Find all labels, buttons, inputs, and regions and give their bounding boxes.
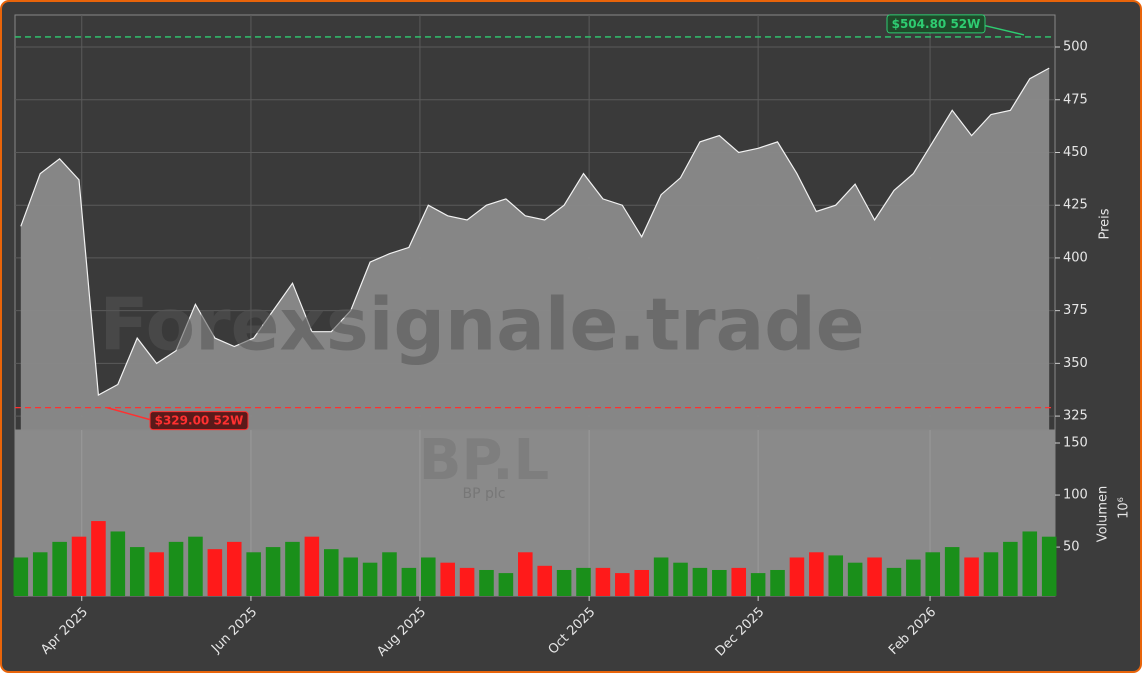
volume-bar	[110, 531, 126, 596]
volume-bar	[479, 569, 494, 596]
x-tick-label: Apr 2025	[38, 605, 91, 658]
x-tick-label: Jun 2025	[208, 605, 260, 657]
volume-bar	[71, 536, 87, 596]
y2-tick-label: 50	[1063, 540, 1080, 555]
volume-bar	[285, 541, 300, 596]
volume-bar	[343, 557, 358, 596]
y-tick-label: 475	[1063, 92, 1088, 107]
price-area	[20, 68, 1050, 430]
y-tick-label: 400	[1063, 250, 1088, 265]
volume-bar	[440, 562, 455, 596]
volume-bar	[52, 541, 67, 596]
volume-bar	[1022, 531, 1038, 596]
watermark: Forexsignale.trade	[99, 283, 864, 367]
volume-bar	[13, 557, 29, 596]
volume-bar	[789, 557, 805, 596]
y-tick-label: 500	[1063, 40, 1088, 55]
layer: 325 350 375 400 425 450 475 500 50 100 150 Apr 2025…	[13, 14, 1088, 660]
annotation-arrow	[106, 406, 151, 421]
x-tick-label: Dec 2025	[713, 605, 768, 660]
annotation-label: $504.80 52W	[892, 17, 981, 31]
y-tick-label: 450	[1063, 145, 1088, 160]
ticker-watermark: BP.L	[419, 428, 549, 493]
annotation-box	[149, 411, 249, 431]
volume-bar	[692, 567, 708, 596]
volume-bar	[770, 569, 785, 596]
volume-bar	[867, 557, 882, 596]
volume-bar	[304, 536, 320, 596]
price-axis-label: Preis	[1098, 208, 1113, 239]
y-tick-label: 325	[1063, 409, 1088, 424]
volume-axis-label: Volumen	[1096, 486, 1111, 543]
volume-bar	[576, 567, 591, 596]
y-tick-label: 375	[1063, 303, 1088, 318]
volume-bar	[226, 541, 242, 596]
volume-bar	[1003, 541, 1018, 596]
y2-tick-label: 150	[1063, 436, 1088, 451]
annotation-arrow	[981, 24, 1025, 36]
volume-bar	[149, 552, 164, 596]
volume-bar	[712, 569, 727, 596]
company-watermark: BP plc	[463, 486, 506, 502]
volume-bar	[673, 562, 688, 596]
x-tick-label: Oct 2025	[546, 605, 599, 658]
volume-bar	[886, 567, 902, 596]
volume-bar	[944, 547, 960, 596]
volume-bar	[459, 567, 475, 596]
y-tick-label: 425	[1063, 198, 1088, 213]
volume-bar	[556, 569, 572, 596]
volume-bar	[653, 557, 669, 596]
y2-tick-label: 100	[1063, 488, 1088, 503]
volume-bar	[906, 559, 921, 596]
volume-bar	[537, 565, 552, 596]
volume-bar	[828, 555, 844, 596]
y-tick-label: 350	[1063, 356, 1088, 371]
volume-bar	[207, 549, 223, 596]
volume-bar	[323, 549, 339, 596]
x-tick-label: Aug 2025	[374, 605, 429, 660]
volume-bar	[809, 552, 824, 596]
volume-bar	[1041, 536, 1057, 596]
volume-bar	[265, 547, 281, 596]
volume-bar	[362, 562, 378, 596]
x-tick-label: Feb 2026	[886, 605, 939, 658]
volume-bar	[983, 552, 999, 596]
volume-bar	[634, 569, 649, 596]
volume-bar	[382, 552, 397, 596]
volume-bar	[498, 573, 514, 596]
volume-bar	[518, 552, 533, 596]
volume-bar	[964, 557, 979, 596]
volume-bar	[595, 567, 611, 596]
volume-bar	[168, 541, 184, 596]
volume-bar	[129, 547, 145, 596]
volume-bar	[925, 552, 941, 596]
volume-bar	[731, 567, 747, 596]
volume-bar	[91, 521, 106, 596]
volume-unit: 10⁶	[1117, 497, 1132, 519]
volume-bar	[615, 573, 630, 596]
volume-bar	[421, 557, 436, 596]
volume-bar	[750, 573, 766, 596]
volume-bar	[847, 562, 863, 596]
price-line	[20, 67, 1050, 396]
volume-bar	[401, 567, 417, 596]
volume-bar	[188, 536, 203, 596]
volume-bar	[246, 552, 261, 596]
annotation-label: $329.00 52W	[155, 414, 244, 428]
annotation-box	[886, 14, 986, 34]
volume-bar	[32, 552, 48, 596]
